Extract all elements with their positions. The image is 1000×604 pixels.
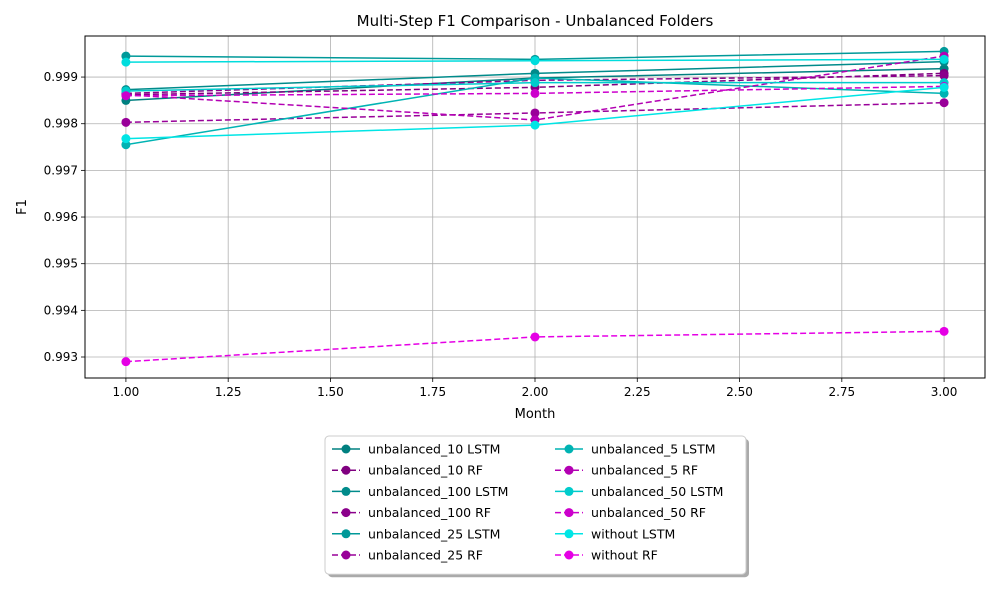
x-axis-label: Month [515,407,556,422]
legend-entry: unbalanced_5 RF [555,463,698,478]
legend-entry: unbalanced_5 LSTM [555,442,716,457]
data-point [530,56,540,66]
series-without-RF [121,326,949,367]
legend-label: without LSTM [591,526,675,541]
legend-box [324,435,747,575]
data-point [939,71,949,81]
data-point [121,57,131,67]
legend-label: unbalanced_10 RF [368,463,483,478]
legend-entry: without LSTM [555,526,675,541]
x-tick-label: 2.50 [726,385,753,399]
x-tick-label: 1.25 [215,385,242,399]
legend-entry: unbalanced_50 LSTM [555,484,723,499]
legend-label: unbalanced_10 LSTM [368,442,500,457]
grid [85,36,985,378]
legend-marker [341,529,351,539]
data-point [530,108,540,118]
legend-entry: unbalanced_10 RF [332,463,483,478]
data-point [530,88,540,98]
legend-label: unbalanced_5 LSTM [591,442,716,457]
legend-entry: unbalanced_50 RF [555,505,706,520]
legend-label: unbalanced_50 RF [591,505,706,520]
legend-marker [341,486,351,496]
x-tick-label: 2.00 [522,385,549,399]
y-axis: 0.993 0.994 0.995 0.996 0.997 0.998 0.999 [44,70,85,364]
legend-marker [564,465,574,475]
legend-label: unbalanced_25 LSTM [368,526,500,541]
legend-marker [564,444,574,454]
chart-title: Multi-Step F1 Comparison - Unbalanced Fo… [357,12,714,30]
x-tick-label: 1.75 [419,385,446,399]
y-tick-label: 0.993 [44,350,78,364]
data-point [121,91,131,101]
y-tick-label: 0.999 [44,70,78,84]
legend-marker [341,508,351,518]
y-axis-label: F1 [15,199,30,215]
series-without-LSTM [121,82,949,144]
data-point [939,82,949,92]
x-tick-label: 1.50 [317,385,344,399]
legend-label: without RF [591,548,658,563]
legend-label: unbalanced_100 LSTM [368,484,508,499]
data-point [121,134,131,144]
x-axis: 1.00 1.25 1.50 1.75 2.00 2.25 2.50 2.75 3.00 [113,378,958,399]
x-tick-label: 2.25 [624,385,651,399]
legend-marker [564,486,574,496]
legend-label: unbalanced_5 RF [591,463,698,478]
x-tick-label: 1.00 [113,385,140,399]
x-tick-label: 3.00 [931,385,958,399]
legend-entry: unbalanced_25 LSTM [332,526,500,541]
legend-entry: unbalanced_10 LSTM [332,442,500,457]
legend-entry: without RF [555,548,658,563]
data-point [530,78,540,88]
legend-marker [564,550,574,560]
legend-marker [564,508,574,518]
legend: unbalanced_10 LSTM unbalanced_10 RF unbala… [324,435,749,578]
data-point [939,98,949,108]
legend-marker [341,465,351,475]
x-tick-label: 2.75 [828,385,855,399]
data-point [530,332,540,342]
legend-entry: unbalanced_100 RF [332,505,491,520]
data-point [121,357,131,367]
series-unbalanced_25-RF [121,98,949,127]
legend-entry: unbalanced_25 RF [332,548,483,563]
legend-marker [341,444,351,454]
y-tick-label: 0.994 [44,303,78,317]
data-point [121,117,131,127]
data-point [939,326,949,336]
legend-label: unbalanced_25 RF [368,548,483,563]
legend-marker [341,550,351,560]
y-tick-label: 0.995 [44,257,78,271]
legend-label: unbalanced_50 LSTM [591,484,723,499]
legend-label: unbalanced_100 RF [368,505,491,520]
data-point [530,120,540,130]
y-tick-label: 0.996 [44,210,78,224]
data-point [939,54,949,64]
y-tick-label: 0.998 [44,117,78,131]
legend-entry: unbalanced_100 LSTM [332,484,508,499]
series-unlabeled [121,54,949,67]
legend-marker [564,529,574,539]
y-tick-label: 0.997 [44,163,78,177]
series-layer [121,46,949,367]
